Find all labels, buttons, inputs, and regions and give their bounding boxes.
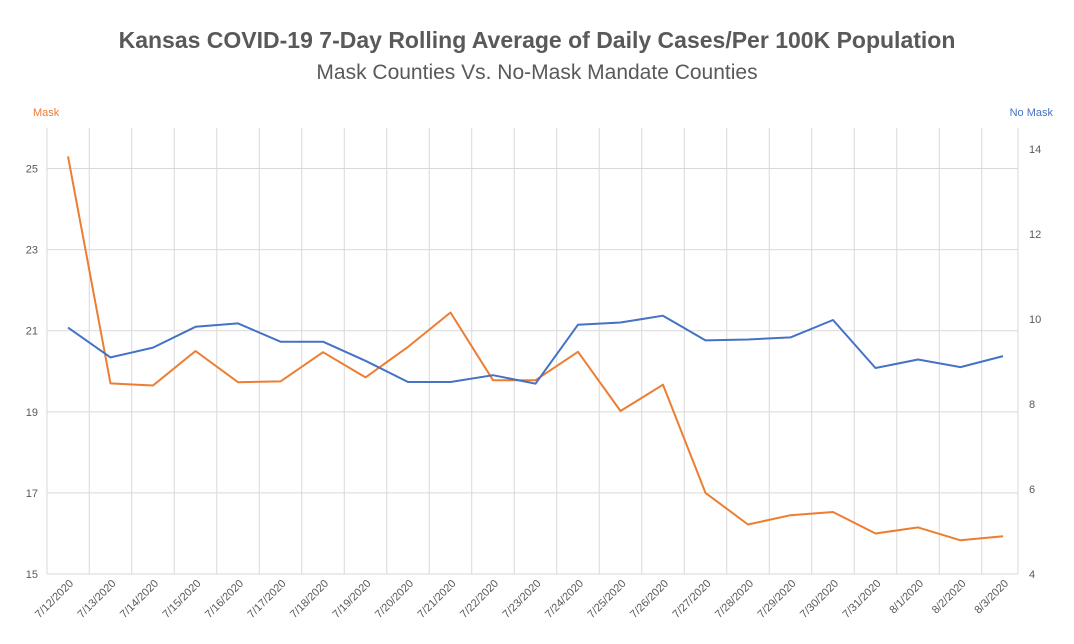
left-tick-label: 17 <box>26 488 38 500</box>
right-tick-label: 4 <box>1029 569 1035 581</box>
x-tick-label: 7/19/2020 <box>331 578 374 621</box>
x-tick-label: 7/14/2020 <box>118 578 161 621</box>
x-tick-label: 7/30/2020 <box>798 578 841 621</box>
left-tick-label: 15 <box>26 569 38 581</box>
x-tick-label: 7/26/2020 <box>628 578 671 621</box>
left-tick-label: 25 <box>26 164 38 176</box>
right-y-axis: 4 6 8 10 12 14 <box>1029 144 1041 581</box>
x-tick-label: 7/22/2020 <box>458 578 501 621</box>
right-axis-label: No Mask <box>1009 107 1053 119</box>
right-tick-label: 12 <box>1029 229 1041 241</box>
x-tick-label: 7/21/2020 <box>416 578 459 621</box>
left-tick-label: 19 <box>26 407 38 419</box>
x-tick-label: 7/29/2020 <box>756 578 799 621</box>
left-tick-label: 23 <box>26 245 38 257</box>
x-tick-label: 7/27/2020 <box>671 578 714 621</box>
x-tick-label: 7/15/2020 <box>161 578 204 621</box>
series-line-no-mask <box>67 314 1004 385</box>
x-tick-label: 8/1/2020 <box>887 578 926 617</box>
x-tick-label: 7/16/2020 <box>203 578 246 621</box>
right-tick-label: 6 <box>1029 484 1035 496</box>
x-tick-label: 7/23/2020 <box>501 578 544 621</box>
x-tick-label: 7/24/2020 <box>543 578 586 621</box>
right-tick-label: 8 <box>1029 399 1035 411</box>
left-tick-label: 21 <box>26 326 38 338</box>
left-axis-label: Mask <box>33 107 60 119</box>
left-y-axis: 15 17 19 21 23 25 <box>26 164 38 581</box>
x-tick-label: 7/17/2020 <box>246 578 289 621</box>
right-tick-label: 10 <box>1029 314 1041 326</box>
gridlines <box>46 128 1019 575</box>
chart-title: Kansas COVID-19 7-Day Rolling Average of… <box>118 27 956 53</box>
x-tick-label: 7/28/2020 <box>713 578 756 621</box>
x-tick-label: 7/13/2020 <box>76 578 119 621</box>
series-line-mask <box>67 156 1004 542</box>
x-tick-label: 8/2/2020 <box>930 578 969 617</box>
x-tick-label: 7/18/2020 <box>288 578 331 621</box>
x-tick-label: 7/20/2020 <box>373 578 416 621</box>
x-axis: 7/12/2020 7/13/2020 7/14/2020 7/15/2020 7/16… <box>33 578 1011 621</box>
x-tick-label: 7/31/2020 <box>841 578 884 621</box>
x-tick-label: 8/3/2020 <box>972 578 1011 617</box>
x-tick-label: 7/25/2020 <box>586 578 629 621</box>
right-tick-label: 14 <box>1029 144 1041 156</box>
x-tick-label: 7/12/2020 <box>33 578 76 621</box>
series-lines <box>67 156 1004 542</box>
chart-subtitle: Mask Counties Vs. No-Mask Mandate Counti… <box>316 61 758 84</box>
